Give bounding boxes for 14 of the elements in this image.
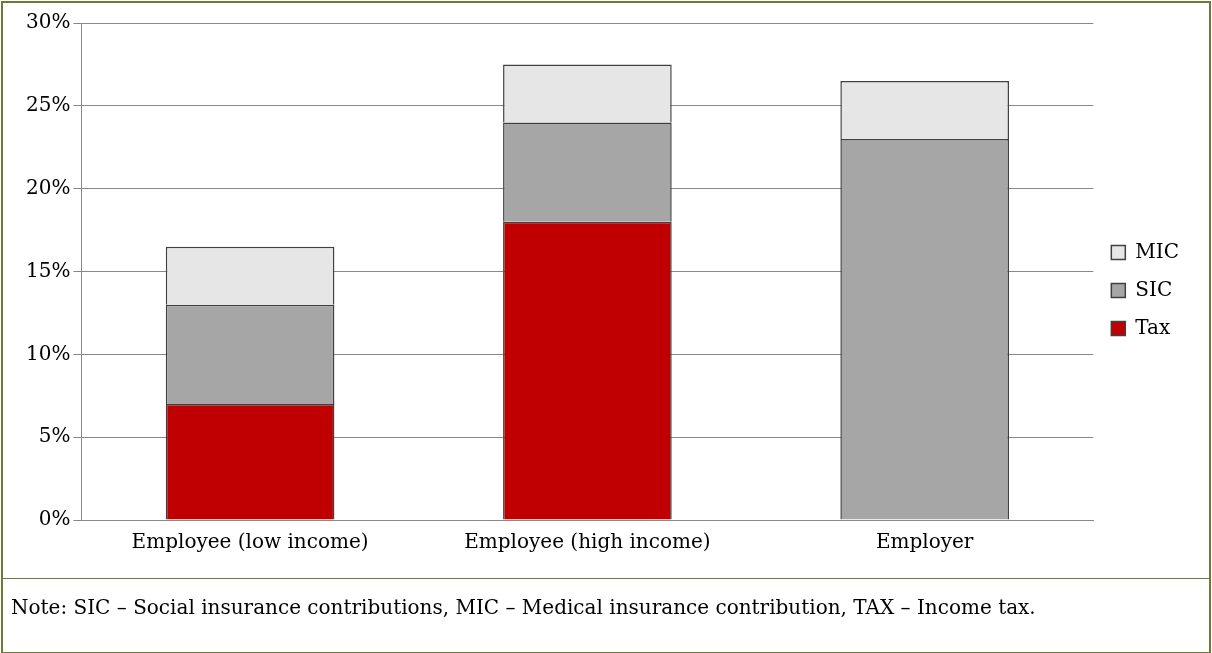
y-tick-label: 30% <box>26 9 71 34</box>
x-tick-label: Employee (high income) <box>464 529 711 554</box>
text: Note: SIC – Social insurance contributions, MIC – Medical insurance contribution, TAX – Income tax. <box>11 595 1036 619</box>
legend-label: SIC <box>1135 276 1173 301</box>
x-tick-label: Employer <box>875 529 974 554</box>
y-tick-label: 25% <box>26 92 71 117</box>
y-tick-label: 0% <box>38 506 71 531</box>
y-tick-label: 10% <box>26 340 71 365</box>
legend-label: MIC <box>1135 238 1180 263</box>
legend-label: Tax <box>1135 314 1172 339</box>
y-tick-label: 5% <box>38 423 71 448</box>
y-tick-label: 15% <box>26 257 71 282</box>
y-tick-label: 20% <box>26 174 71 199</box>
x-tick-label: Employee (low income) <box>131 529 369 554</box>
